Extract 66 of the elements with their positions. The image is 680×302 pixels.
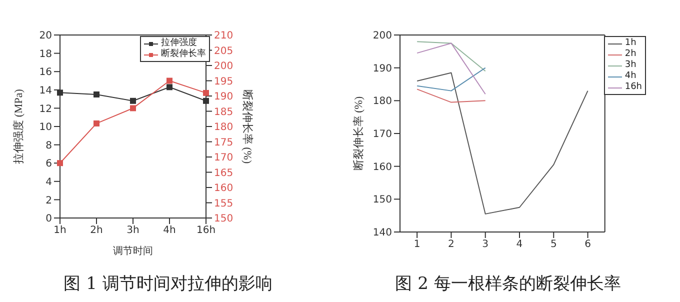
y-tick-label: 0 — [46, 214, 52, 225]
y-tick-label: 8 — [46, 140, 52, 152]
point — [166, 84, 172, 90]
x-tick-label: 3h — [126, 225, 140, 236]
text: 图 2 每一根样条的断裂伸长率 — [394, 273, 622, 295]
x-tick-label: 2h — [90, 225, 103, 236]
y2-tick-label: 180 — [214, 122, 234, 134]
point — [94, 120, 100, 126]
y-tick-label: 2 — [46, 195, 52, 206]
x-tick-label: 3 — [482, 239, 489, 250]
legend-label: 拉伸强度 — [161, 38, 197, 48]
x-tick-label: 6 — [584, 239, 591, 250]
y2-tick-label: 170 — [214, 152, 234, 164]
y-tick-label: 16 — [39, 67, 52, 78]
x-tick-label: 1 — [414, 239, 420, 250]
y-tick-label: 200 — [372, 30, 392, 42]
x-tick-label: 16h — [196, 225, 216, 236]
y2-tick-label: 195 — [214, 76, 234, 88]
y-tick-label: 10 — [39, 122, 52, 134]
y-tick-label: 6 — [46, 158, 52, 170]
y2-tick-label: 200 — [214, 61, 234, 72]
y-tick-label: 140 — [372, 228, 392, 239]
x-tick-label: 1h — [54, 225, 66, 236]
y-tick-label: 190 — [372, 63, 392, 74]
line-series — [416, 72, 588, 214]
point — [94, 91, 100, 98]
legend-label: 2h — [624, 49, 636, 60]
x-axis-title: 调节时间 — [113, 245, 153, 257]
legend-label: 3h — [624, 60, 636, 71]
x-tick-label: 4 — [516, 239, 523, 250]
y2-tick-label: 160 — [214, 183, 234, 194]
y2-tick-label: 155 — [214, 198, 234, 210]
y2-tick-label: 190 — [214, 92, 234, 103]
point — [130, 98, 136, 104]
legend-label: 16h — [624, 82, 642, 93]
x-tick-label: 5 — [550, 239, 557, 250]
y-tick-label: 14 — [39, 85, 52, 96]
y-tick-label: 170 — [372, 129, 392, 140]
y2-tick-label: 185 — [214, 106, 234, 118]
y2-tick-label: 210 — [214, 30, 234, 42]
y-tick-label: 150 — [372, 194, 392, 206]
y-tick-label: 160 — [372, 162, 392, 173]
point — [57, 90, 63, 96]
y2-tick-label: 175 — [214, 137, 234, 148]
point — [57, 160, 63, 166]
y-tick-label: 20 — [39, 30, 52, 42]
legend-label: 1h — [624, 38, 636, 49]
legend-label: 断裂伸长率 — [161, 49, 206, 60]
text: 图 1 调节时间对拉伸的影响 — [62, 273, 274, 295]
y2-tick-label: 165 — [214, 168, 234, 179]
point — [203, 90, 209, 96]
y-tick-label: 12 — [39, 104, 52, 115]
point — [130, 105, 136, 112]
y2-axis-title: 断裂伸长率 (%) — [241, 89, 254, 164]
y2-tick-label: 205 — [214, 46, 234, 57]
point — [203, 98, 209, 104]
y2-tick-label: 150 — [214, 214, 234, 225]
x-tick-label: 2 — [448, 239, 454, 250]
y-tick-label: 18 — [39, 48, 52, 60]
y-axis-title: 拉伸强度 (MPa) — [12, 88, 25, 164]
legend-label: 4h — [624, 71, 636, 82]
y-axis-title: 断裂伸长率 (%) — [352, 96, 365, 171]
x-tick-label: 4h — [163, 225, 176, 236]
y-tick-label: 4 — [46, 176, 52, 188]
point — [166, 78, 172, 84]
y-tick-label: 180 — [372, 96, 392, 108]
